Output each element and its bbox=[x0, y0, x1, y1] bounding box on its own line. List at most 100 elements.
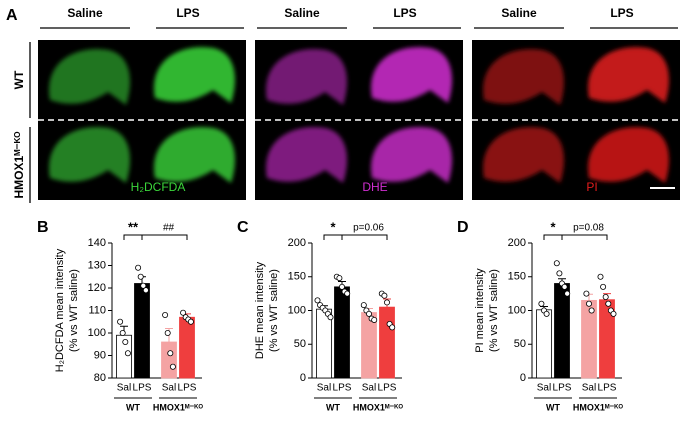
brain-section bbox=[483, 127, 565, 183]
data-point bbox=[383, 299, 390, 306]
data-point bbox=[561, 283, 568, 290]
y-axis-label: (% vs WT saline) bbox=[488, 269, 500, 352]
x-tick-label: LPS bbox=[553, 383, 572, 394]
annotation: * bbox=[550, 219, 556, 234]
data-point bbox=[338, 283, 345, 290]
y-tick-label: 50 bbox=[514, 338, 526, 350]
y-tick-label: 80 bbox=[94, 372, 106, 384]
column-label: Saline bbox=[284, 6, 320, 20]
brain-sections bbox=[49, 47, 236, 183]
x-tick-label: LPS bbox=[378, 383, 397, 394]
annotation: ## bbox=[163, 223, 175, 234]
annotation: p=0.06 bbox=[353, 223, 384, 234]
data-point bbox=[360, 302, 367, 309]
data-point bbox=[381, 292, 388, 299]
brain-section bbox=[588, 127, 670, 183]
group-label: HMOX1ᴹ⁻ᴷᴼ bbox=[353, 402, 404, 412]
brain-section bbox=[49, 49, 131, 105]
x-tick-label: LPS bbox=[598, 383, 617, 394]
brain-section bbox=[588, 47, 670, 103]
data-point bbox=[553, 260, 560, 267]
data-point bbox=[564, 290, 571, 297]
panel-letter: A bbox=[6, 7, 18, 24]
panel-letter: D bbox=[457, 219, 469, 236]
data-point bbox=[167, 350, 174, 357]
y-tick-label: 150 bbox=[288, 271, 306, 283]
data-point bbox=[187, 318, 194, 325]
bar bbox=[334, 286, 350, 379]
data-point bbox=[137, 273, 144, 280]
data-point bbox=[556, 270, 563, 277]
significance-bracket bbox=[323, 234, 388, 240]
y-tick-label: 200 bbox=[508, 237, 526, 249]
brain-section bbox=[483, 49, 565, 105]
column-label: Saline bbox=[501, 6, 537, 20]
x-tick-label: LPS bbox=[333, 383, 352, 394]
data-point bbox=[336, 275, 343, 282]
data-point bbox=[180, 309, 187, 316]
bar bbox=[536, 309, 552, 379]
x-tick-label: Sal bbox=[162, 383, 176, 394]
bar bbox=[134, 283, 150, 379]
y-tick-label: 130 bbox=[88, 259, 106, 271]
y-tick-label: 100 bbox=[288, 304, 306, 316]
y-tick-label: 100 bbox=[508, 304, 526, 316]
brain-sections bbox=[483, 47, 670, 183]
y-tick-label: 0 bbox=[520, 372, 526, 384]
x-tick-label: LPS bbox=[133, 383, 152, 394]
data-point bbox=[588, 307, 595, 314]
stain-label: H₂DCFDA bbox=[131, 180, 186, 194]
y-axis-label: H₂DCFDA mean intensity bbox=[54, 248, 66, 372]
y-tick-label: 0 bbox=[300, 372, 306, 384]
data-point bbox=[597, 273, 604, 280]
data-point bbox=[602, 293, 609, 300]
annotation: * bbox=[330, 219, 336, 234]
row-label: WT bbox=[12, 70, 26, 89]
brain-section bbox=[266, 127, 348, 183]
y-tick-label: 200 bbox=[288, 237, 306, 249]
brain-section bbox=[154, 47, 236, 103]
column-label: LPS bbox=[610, 6, 633, 20]
panel-letter: B bbox=[37, 219, 49, 236]
brain-section bbox=[371, 47, 453, 103]
data-point bbox=[583, 290, 590, 297]
brain-section bbox=[154, 127, 236, 183]
data-point bbox=[140, 282, 147, 289]
y-axis-label: DHE mean intensity bbox=[254, 261, 266, 359]
data-point bbox=[365, 310, 372, 317]
panel-letter: C bbox=[237, 219, 249, 236]
data-point bbox=[327, 314, 334, 321]
brain-section bbox=[49, 127, 131, 183]
x-tick-label: Sal bbox=[582, 383, 596, 394]
data-point bbox=[605, 300, 612, 307]
data-point bbox=[142, 287, 149, 294]
bar bbox=[581, 299, 597, 379]
stain-label: DHE bbox=[362, 180, 387, 194]
bar bbox=[179, 316, 195, 379]
y-tick-label: 90 bbox=[94, 349, 106, 361]
bar bbox=[161, 341, 177, 379]
group-label: WT bbox=[126, 402, 140, 412]
data-point bbox=[389, 324, 396, 331]
brain-sections bbox=[266, 47, 453, 183]
data-point bbox=[117, 318, 124, 325]
y-tick-label: 140 bbox=[88, 237, 106, 249]
data-point bbox=[371, 316, 378, 323]
x-tick-label: LPS bbox=[178, 383, 197, 394]
y-axis-label: PI mean intensity bbox=[474, 268, 486, 353]
stain-label: PI bbox=[586, 180, 597, 194]
data-point bbox=[119, 329, 126, 336]
data-point bbox=[122, 338, 129, 345]
brain-section bbox=[371, 127, 453, 183]
data-point bbox=[600, 283, 607, 290]
data-point bbox=[314, 297, 321, 304]
group-label: WT bbox=[546, 402, 560, 412]
data-point bbox=[344, 290, 351, 297]
data-point bbox=[164, 329, 171, 336]
row-label: HMOX1ᴹ⁻ᴷᴼ bbox=[12, 132, 26, 199]
y-tick-label: 110 bbox=[88, 304, 106, 316]
annotation: ** bbox=[128, 219, 139, 234]
significance-bracket bbox=[123, 234, 188, 240]
x-tick-label: Sal bbox=[117, 383, 131, 394]
